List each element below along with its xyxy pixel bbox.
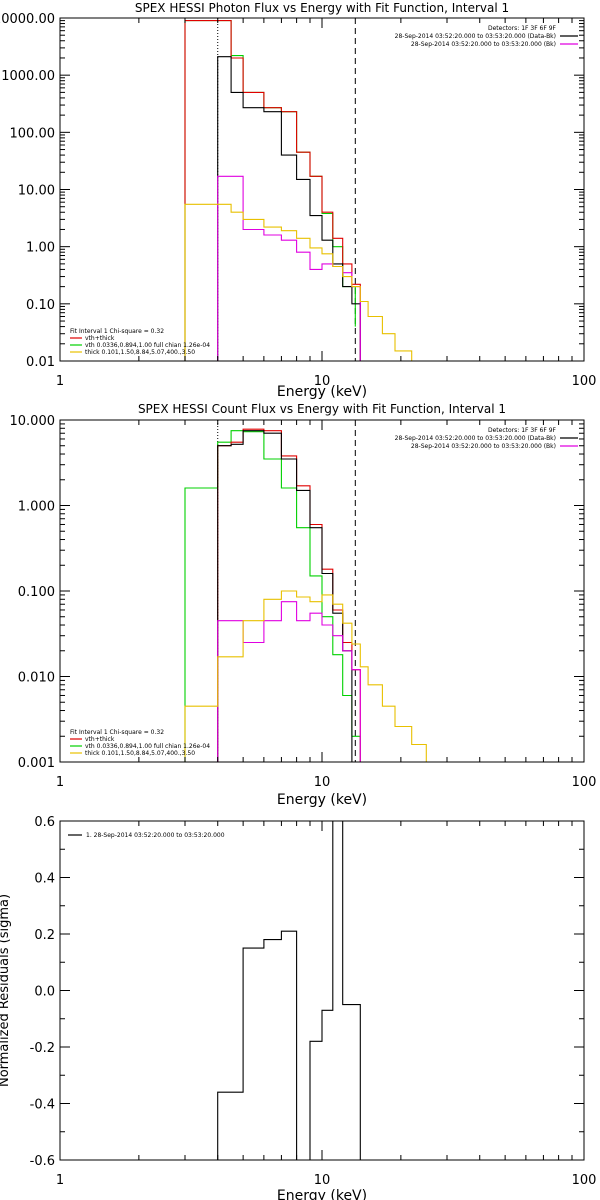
- chart-3-x-axis-label: Energy (keV): [277, 1188, 367, 1200]
- chart-1-y-tick-label: 10000.00: [0, 12, 55, 27]
- chart-2-series-vth: [184, 430, 369, 762]
- chart-1-series-thick: [184, 203, 413, 361]
- chart-1-x-tick-label: 10: [314, 374, 331, 389]
- chart-3-series-residuals: [217, 821, 361, 1160]
- chart-1-y-tick-label: 0.10: [26, 298, 55, 313]
- chart-2-legend-top-header: Detectors: 1F 3F 6F 9F: [488, 427, 557, 434]
- chart-1-legend-bottom-entry: vth 0.0336,0.894,1.00 full chian 1.26e-0…: [85, 342, 210, 349]
- chart-2-y-tick-label: 10.000: [10, 414, 56, 429]
- chart-1-x-tick-label: 1: [56, 374, 64, 389]
- chart-3-x-tick-label: 1: [56, 1173, 64, 1188]
- chart-2-legend-bottom-entry: vth+thick: [85, 736, 115, 743]
- chart-1-series-vth: [184, 20, 356, 361]
- chart-2-series-total: [217, 428, 361, 762]
- chart-2-y-tick-label: 0.001: [18, 756, 55, 771]
- chart-1-y-tick-label: 0.01: [26, 355, 55, 370]
- chart-3-y-tick-label: 0.0: [34, 985, 55, 1000]
- chart-2-series-bk: [217, 601, 361, 762]
- chart-1-y-tick-label: 100.00: [10, 126, 56, 141]
- chart-3-y-tick-label: 0.2: [34, 928, 55, 943]
- chart-2-x-tick-label: 10: [314, 775, 331, 790]
- chart-2-legend-top-entry: 28-Sep-2014 03:52:20.000 to 03:53:20.000…: [395, 435, 556, 442]
- chart-3-x-tick-label: 10: [314, 1173, 331, 1188]
- chart-1-legend-bottom-entry: vth+thick: [85, 335, 115, 342]
- chart-1-y-tick-label: 10.00: [18, 184, 55, 199]
- chart-2-x-tick-label: 1: [56, 775, 64, 790]
- chart-3-x-tick-label: 100: [572, 1173, 597, 1188]
- chart-2-y-tick-label: 0.010: [18, 671, 55, 686]
- chart-3-y-tick-label: 0.6: [34, 815, 55, 830]
- chart-1-y-tick-label: 1.00: [26, 241, 55, 256]
- chart-1-series-bk: [217, 175, 361, 361]
- chart-2-legend-bottom-entry: thick 0.101,1.50,8.84,5.07,400.,3.50: [85, 750, 195, 757]
- chart-3-legend-top-entry: 1. 28-Sep-2014 03:52:20.000 to 03:53:20.…: [86, 832, 225, 839]
- chart-3-y-tick-label: -0.2: [30, 1041, 55, 1056]
- chart-2-y-tick-label: 1.000: [18, 500, 55, 515]
- chart-2-series-data_minus_bk: [217, 430, 353, 762]
- chart-2-legend-top-entry: 28-Sep-2014 03:52:20.000 to 03:53:20.000…: [411, 443, 556, 450]
- chart-2-series-thick: [184, 590, 427, 762]
- chart-1-title: SPEX HESSI Photon Flux vs Energy with Fi…: [135, 1, 509, 15]
- chart-2-x-tick-label: 100: [572, 775, 597, 790]
- chart-3-y-tick-label: -0.4: [30, 1098, 55, 1113]
- chart-2-x-axis-label: Energy (keV): [277, 792, 367, 808]
- chart-3-frame: [59, 820, 585, 1161]
- chart-2-y-tick-label: 0.100: [18, 585, 55, 600]
- chart-2-legend-bottom-entry: vth 0.0336,0.894,1.00 full chian 1.26e-0…: [85, 743, 210, 750]
- chart-1-legend-top-entry: 28-Sep-2014 03:52:20.000 to 03:53:20.000…: [395, 33, 556, 40]
- chart-3-y-tick-label: 0.4: [34, 872, 55, 887]
- chart-1-legend-bottom-header: Fit Interval 1 Chi-square = 0.32: [70, 328, 164, 335]
- chart-3-y-tick-label: -0.6: [30, 1154, 55, 1169]
- chart-2-title: SPEX HESSI Count Flux vs Energy with Fit…: [138, 402, 506, 416]
- chart-3-y-axis-label: Normalized Residuals (sigma): [0, 894, 12, 1087]
- chart-1-legend-top-header: Detectors: 1F 3F 6F 9F: [488, 25, 557, 32]
- chart-1-x-axis-label: Energy (keV): [277, 384, 367, 400]
- chart-1-legend-top-entry: 28-Sep-2014 03:52:20.000 to 03:53:20.000…: [411, 41, 556, 48]
- chart-1-series-total: [184, 20, 361, 361]
- chart-1-series-data_minus_bk: [217, 56, 361, 361]
- chart-1-legend-bottom-entry: thick 0.101,1.50,8.84,5.07,400.,3.50: [85, 349, 195, 356]
- chart-1-y-tick-label: 1000.00: [1, 69, 55, 84]
- chart-1-x-tick-label: 100: [572, 374, 597, 389]
- chart-2-legend-bottom-header: Fit Interval 1 Chi-square = 0.32: [70, 729, 164, 736]
